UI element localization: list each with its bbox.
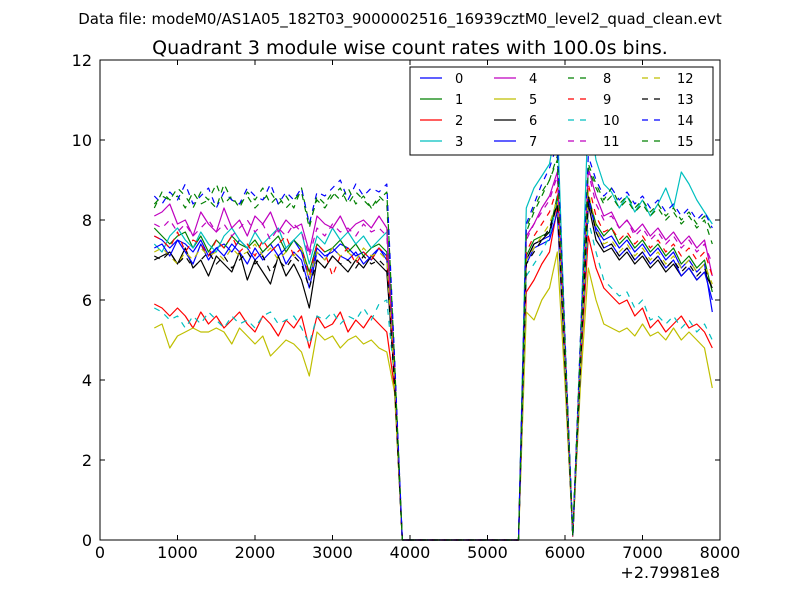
legend-label: 12 (677, 72, 694, 87)
series-line-14 (153, 143, 713, 541)
x-tick-label: 4000 (390, 543, 431, 562)
series-line-3 (153, 107, 713, 541)
series-line-5 (154, 251, 713, 541)
legend-entry-7: 7 (494, 135, 537, 150)
series-line-7 (154, 195, 713, 541)
legend-label: 6 (529, 114, 537, 129)
series-line-11 (154, 171, 713, 541)
series-line-1 (153, 195, 713, 541)
legend-label: 5 (529, 93, 537, 108)
legend-label: 2 (455, 114, 463, 129)
legend-entry-3: 3 (420, 135, 463, 150)
legend-label: 10 (603, 114, 620, 129)
legend-label: 3 (455, 135, 463, 150)
x-tick-label: 6000 (545, 543, 586, 562)
legend-label: 11 (603, 135, 620, 150)
y-tick-label: 6 (82, 291, 92, 310)
legend-frame (409, 66, 714, 156)
series-line-6 (154, 203, 713, 541)
series-line-12 (154, 191, 713, 541)
legend-label: 8 (603, 72, 611, 87)
x-tick-label: 8000 (700, 543, 741, 562)
legend-label: 1 (455, 93, 463, 108)
x-offset-label: +2.79981e8 (620, 563, 720, 582)
legend-label: 0 (455, 72, 463, 87)
legend-label: 13 (677, 93, 694, 108)
y-tick-label: 8 (82, 211, 92, 230)
legend-label: 7 (529, 135, 537, 150)
x-tick-label: 2000 (235, 543, 276, 562)
legend-entry-0: 0 (420, 72, 463, 87)
series-line-9 (154, 183, 713, 541)
legend-entry-2: 2 (420, 114, 463, 129)
series-layer (153, 107, 713, 541)
legend-label: 14 (677, 114, 694, 129)
legend-entry-10: 10 (568, 114, 620, 129)
legend-entry-4: 4 (494, 72, 537, 87)
series-line-13 (154, 195, 713, 541)
series-line-8 (153, 155, 713, 541)
x-tick-label: 5000 (467, 543, 508, 562)
legend-entry-15: 15 (642, 135, 694, 150)
legend-label: 9 (603, 93, 611, 108)
x-tick-label: 0 (95, 543, 105, 562)
legend-entry-8: 8 (568, 72, 611, 87)
x-tick-label: 7000 (622, 543, 663, 562)
y-tick-label: 4 (82, 371, 92, 390)
series-line-15 (153, 159, 713, 541)
legend-entry-12: 12 (642, 72, 694, 87)
suptitle: Data file: modeM0/AS1A05_182T03_90000025… (78, 10, 722, 29)
y-tick-label: 2 (82, 451, 92, 470)
chart-title: Quadrant 3 module wise count rates with … (152, 37, 668, 59)
legend-label: 15 (677, 135, 694, 150)
legend-entry-14: 14 (642, 114, 694, 129)
series-line-4 (154, 167, 713, 541)
x-tick-label: 1000 (157, 543, 198, 562)
legend-entry-5: 5 (494, 93, 537, 108)
x-tick-label: 3000 (312, 543, 353, 562)
legend-label: 4 (529, 72, 537, 87)
legend-entry-13: 13 (642, 93, 694, 108)
axis-ticks: 0 1000 2000 3000 4000 5000 6000 7000 80000246810… (72, 51, 741, 562)
legend-entry-1: 1 (420, 93, 463, 108)
y-tick-label: 0 (82, 531, 92, 550)
legend-entry-6: 6 (494, 114, 537, 129)
y-tick-label: 10 (72, 131, 92, 150)
legend-entry-11: 11 (568, 135, 620, 150)
legend-entry-9: 9 (568, 93, 611, 108)
y-tick-label: 12 (72, 51, 92, 70)
series-line-2 (154, 207, 713, 541)
